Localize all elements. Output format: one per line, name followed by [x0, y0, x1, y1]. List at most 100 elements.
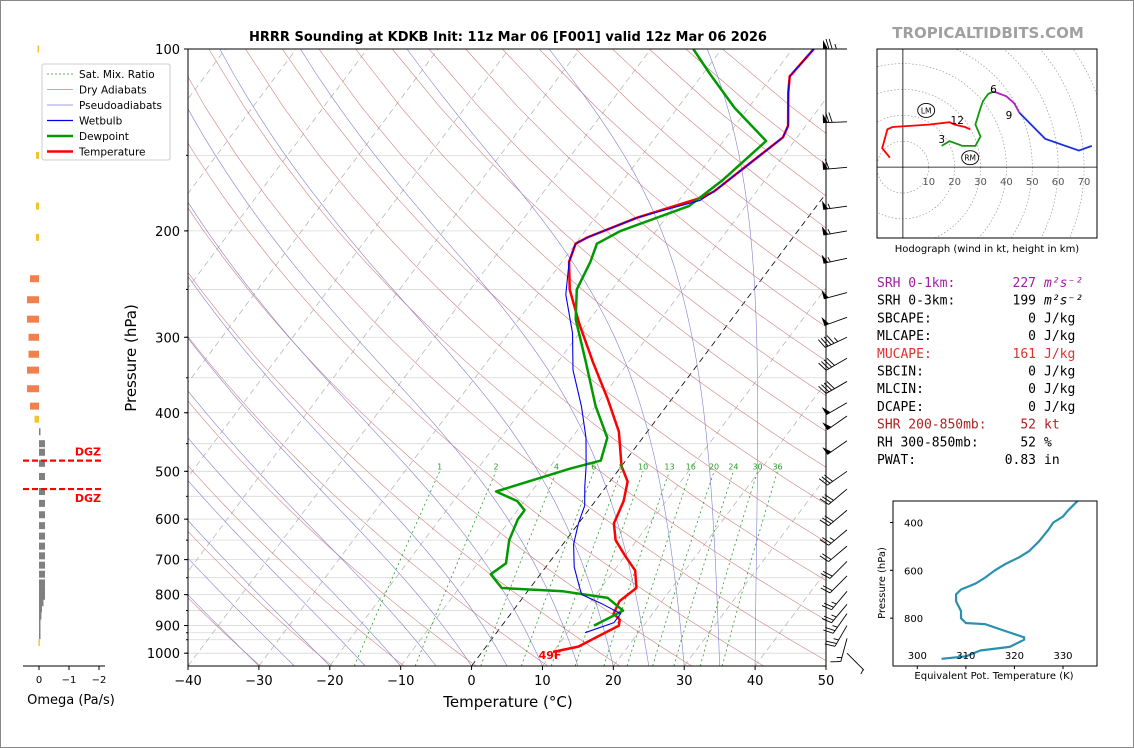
wind-barb [821, 591, 848, 611]
isotherm [542, 287, 826, 666]
wind-barb [818, 470, 848, 486]
mixing-ratio-line [699, 471, 758, 666]
omega-tick-label: −1 [62, 675, 77, 686]
barb-staff [828, 509, 848, 527]
skewt-axes: −40 −30 −20 −10 0 10 20 30 40 50 100 200 300 400 500 60… [147, 43, 834, 689]
barb-staff [840, 638, 848, 662]
wind-barb [823, 38, 847, 50]
x-tick-label: 40 [747, 674, 764, 689]
index-label: RH 300-850mb: [877, 435, 979, 450]
pseudoadiabat [188, 519, 331, 666]
barb-flag [821, 317, 830, 326]
y-tick-label: 900 [155, 620, 180, 635]
barb-staff [846, 652, 865, 671]
barb-full [825, 112, 830, 123]
mixing-ratio-label: 13 [664, 462, 674, 471]
omega-bar [37, 45, 39, 53]
barb-staff [829, 575, 848, 594]
storm-motion-marker [961, 150, 980, 166]
wind-barb [819, 509, 848, 527]
pseudoadiabat [406, 49, 685, 666]
omega-bar [36, 233, 39, 241]
barb-flag [821, 200, 829, 210]
index-value: 0 [1028, 329, 1036, 344]
legend-label: Sat. Mix. Ratio [79, 69, 155, 81]
dry-adiabat [188, 465, 405, 666]
pseudoadiabat [706, 49, 758, 666]
mixing-ratio-label: 16 [686, 462, 696, 471]
omega-bar [36, 202, 39, 210]
storm-motion-label: LM [921, 106, 932, 115]
thetae-x-tick-label: 310 [956, 651, 975, 662]
thetae-x-tick-label: 330 [1053, 651, 1072, 662]
wind-barb [822, 112, 848, 124]
barb-staff [825, 381, 848, 394]
barb-full [821, 476, 831, 484]
isotherm [188, 49, 510, 478]
x-tick-label: 50 [818, 674, 835, 689]
omega-bar [39, 448, 45, 456]
index-label: SBCIN: [877, 365, 924, 380]
hodograph-speed-label: 10 [922, 177, 935, 188]
mixing-ratio-label: 1 [437, 462, 442, 471]
barb-staff [831, 604, 848, 623]
index-unit: in [1044, 453, 1060, 468]
omega-bar [36, 151, 39, 159]
barb-flag [821, 406, 831, 415]
mixing-ratio-line [521, 471, 595, 666]
isotherm [1, 49, 13, 666]
wind-barb [821, 226, 848, 236]
dewpoint-line [489, 49, 768, 627]
index-value: 161 [1013, 347, 1036, 362]
index-label: SRH 0-1km: [877, 276, 955, 291]
y-tick-label: 1000 [147, 647, 180, 662]
barb-staff [823, 292, 848, 300]
dry-adiabat [208, 49, 826, 621]
index-label: PWAT: [877, 453, 916, 468]
barb-full [826, 335, 835, 344]
wind-barb [822, 159, 848, 170]
wind-barb [830, 638, 848, 663]
wind-barb [819, 545, 848, 562]
pseudoadiabat [548, 49, 720, 666]
mixing-ratio-label: 8 [619, 462, 624, 471]
barb-full [824, 159, 830, 170]
mixing-ratio-label: 24 [728, 462, 738, 471]
barb-full [824, 494, 834, 501]
wind-barb [821, 200, 848, 210]
thetae-x-tick-label: 300 [908, 651, 927, 662]
hodograph-speed-label: 50 [1026, 177, 1039, 188]
skewt-background-lines [1, 49, 826, 666]
skewt-series [489, 49, 815, 654]
dry-adiabat [188, 271, 621, 666]
barb-half [833, 638, 839, 641]
index-value: 0 [1028, 382, 1036, 397]
index-unit: J/kg [1044, 365, 1075, 380]
mixing-ratio-label: 20 [709, 462, 719, 471]
skewt-ylabel: Pressure (hPa) [122, 304, 140, 412]
omega-bar [39, 488, 45, 496]
omega-bar [27, 296, 39, 304]
barb-full [818, 478, 828, 486]
isotherm [188, 49, 581, 573]
barb-full [819, 498, 829, 505]
index-label: SRH 0-3km: [877, 294, 955, 309]
mixing-ratio-label: 10 [638, 462, 648, 471]
barb-full [817, 339, 826, 348]
barb-flag [822, 447, 832, 455]
omega-bar [39, 579, 45, 587]
omega-bar [39, 599, 44, 607]
index-unit: J/kg [1044, 400, 1075, 415]
pseudoadiabat [188, 437, 401, 666]
index-label: SBCAPE: [877, 311, 932, 326]
index-label: MLCIN: [877, 382, 924, 397]
barb-staff [825, 357, 848, 371]
index-unit: kt [1044, 418, 1060, 433]
y-tick-label: 300 [155, 331, 180, 346]
x-tick-label: −30 [245, 674, 272, 689]
hodograph-height-label: 3 [938, 134, 945, 146]
dry-adiabat [188, 76, 826, 661]
barb-flag [822, 113, 829, 123]
barb-flag [821, 254, 829, 264]
